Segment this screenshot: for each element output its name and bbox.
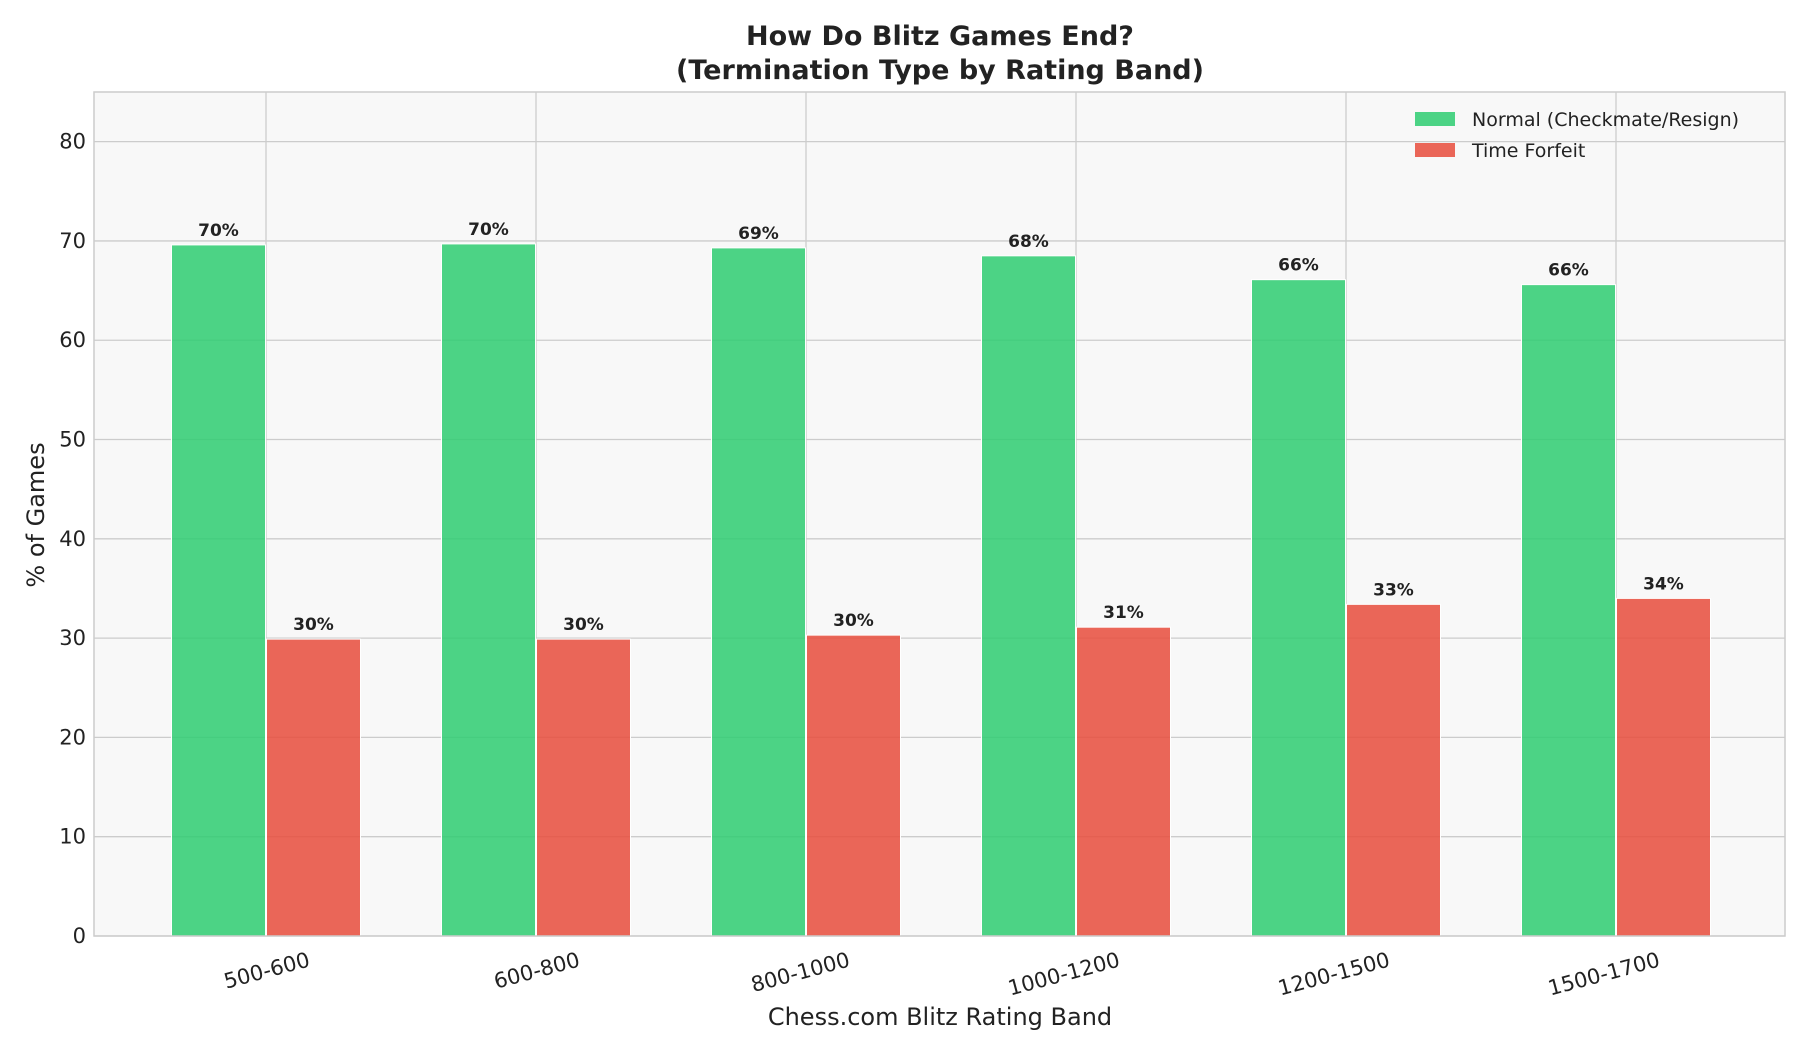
legend-label-normal: Normal (Checkmate/Resign) bbox=[1472, 109, 1739, 131]
data-label-normal-5: 66% bbox=[1548, 261, 1589, 281]
bar-time-forfeit-5 bbox=[1616, 597, 1711, 937]
data-label-time-forfeit-0: 30% bbox=[293, 615, 334, 635]
y-tick-label: 50 bbox=[59, 428, 86, 452]
bar-time-forfeit-1 bbox=[536, 638, 631, 937]
y-tick-label: 30 bbox=[59, 626, 86, 650]
chart-subtitle: (Termination Type by Rating Band) bbox=[676, 55, 1204, 86]
bar-normal-5 bbox=[1521, 284, 1616, 937]
data-label-time-forfeit-2: 30% bbox=[833, 611, 874, 631]
data-label-time-forfeit-4: 33% bbox=[1373, 580, 1414, 600]
x-axis-label: Chess.com Blitz Rating Band bbox=[768, 1003, 1112, 1031]
bars bbox=[171, 243, 1711, 937]
bar-normal-3 bbox=[981, 255, 1076, 937]
chart-title: How Do Blitz Games End? bbox=[746, 21, 1134, 52]
bar-time-forfeit-2 bbox=[806, 634, 901, 937]
bar-normal-2 bbox=[711, 247, 806, 937]
data-label-normal-3: 68% bbox=[1008, 232, 1049, 252]
bar-normal-1 bbox=[441, 243, 536, 937]
y-tick-label: 0 bbox=[73, 924, 86, 948]
data-label-time-forfeit-5: 34% bbox=[1643, 574, 1684, 594]
data-label-time-forfeit-3: 31% bbox=[1103, 603, 1144, 623]
y-axis-ticks: 0 10 20 30 40 50 60 70 80 bbox=[59, 130, 86, 948]
data-label-normal-2: 69% bbox=[738, 224, 779, 244]
data-label-time-forfeit-1: 30% bbox=[563, 615, 604, 635]
legend: Normal (Checkmate/Resign) Time Forfeit bbox=[1415, 109, 1739, 162]
y-tick-label: 40 bbox=[59, 527, 86, 551]
y-tick-label: 60 bbox=[59, 328, 86, 352]
y-tick-label: 70 bbox=[59, 229, 86, 253]
y-tick-label: 20 bbox=[59, 725, 86, 749]
y-tick-label: 10 bbox=[59, 825, 86, 849]
bar-time-forfeit-0 bbox=[266, 638, 361, 937]
bar-labels: 70% 70% 69% 68% 66% 66% 30% 30% 30% 31% 33% 34% bbox=[198, 220, 1684, 635]
legend-swatch-time-forfeit bbox=[1415, 143, 1455, 157]
plot-area bbox=[94, 92, 1785, 936]
plot-frame bbox=[93, 91, 1786, 937]
data-label-normal-1: 70% bbox=[468, 220, 509, 240]
legend-label-time-forfeit: Time Forfeit bbox=[1471, 140, 1585, 162]
data-label-normal-0: 70% bbox=[198, 221, 239, 241]
data-label-normal-4: 66% bbox=[1278, 256, 1319, 276]
y-tick-label: 80 bbox=[59, 130, 86, 154]
bar-normal-0 bbox=[171, 244, 266, 937]
bar-time-forfeit-3 bbox=[1076, 626, 1171, 937]
y-axis-label: % of Games bbox=[22, 442, 50, 587]
bar-time-forfeit-4 bbox=[1346, 603, 1441, 937]
legend-swatch-normal bbox=[1415, 112, 1455, 126]
bar-normal-4 bbox=[1251, 279, 1346, 937]
